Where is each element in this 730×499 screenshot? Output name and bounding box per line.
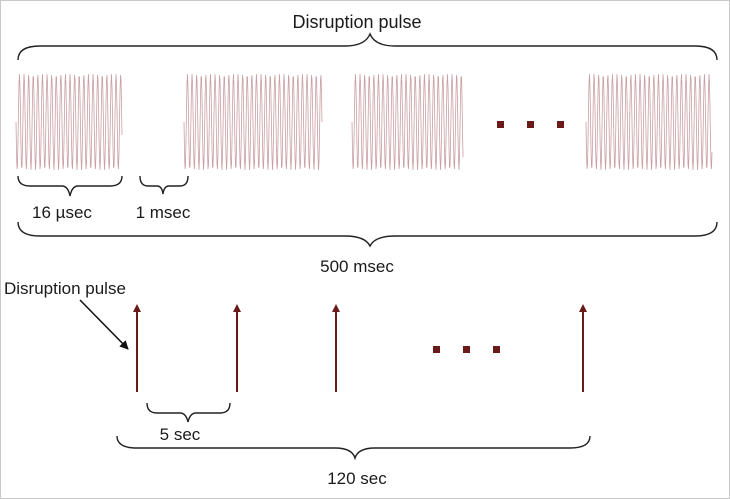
gap-brace (139, 175, 189, 195)
interval-label: 5 sec (160, 425, 201, 444)
bottom-total-brace (116, 435, 591, 461)
ellipsis-dot (463, 346, 470, 353)
top-total-brace (17, 221, 718, 248)
sine-burst (15, 74, 123, 170)
top-title-brace (17, 32, 718, 61)
ellipsis-dot (493, 346, 500, 353)
pulse-arrows (133, 304, 587, 392)
top-total-label: 500 msec (320, 257, 394, 276)
burst-brace (17, 175, 123, 197)
pointer-label: Disruption pulse (4, 279, 126, 298)
bottom-total-label: 120 sec (327, 469, 387, 488)
sine-burst (351, 74, 464, 170)
sine-burst (183, 74, 323, 170)
top-ellipsis-dots (497, 121, 564, 128)
pointer-arrow (79, 299, 129, 350)
bottom-ellipsis-dots (433, 346, 500, 353)
ellipsis-dot (497, 121, 504, 128)
top-title: Disruption pulse (292, 12, 421, 32)
sine-burst (585, 74, 713, 170)
gap-label: 1 msec (136, 203, 191, 222)
ellipsis-dot (433, 346, 440, 353)
burst-label: 16 µsec (32, 203, 92, 222)
interval-brace (146, 402, 231, 423)
sine-bursts (15, 74, 713, 170)
ellipsis-dot (527, 121, 534, 128)
ellipsis-dot (557, 121, 564, 128)
